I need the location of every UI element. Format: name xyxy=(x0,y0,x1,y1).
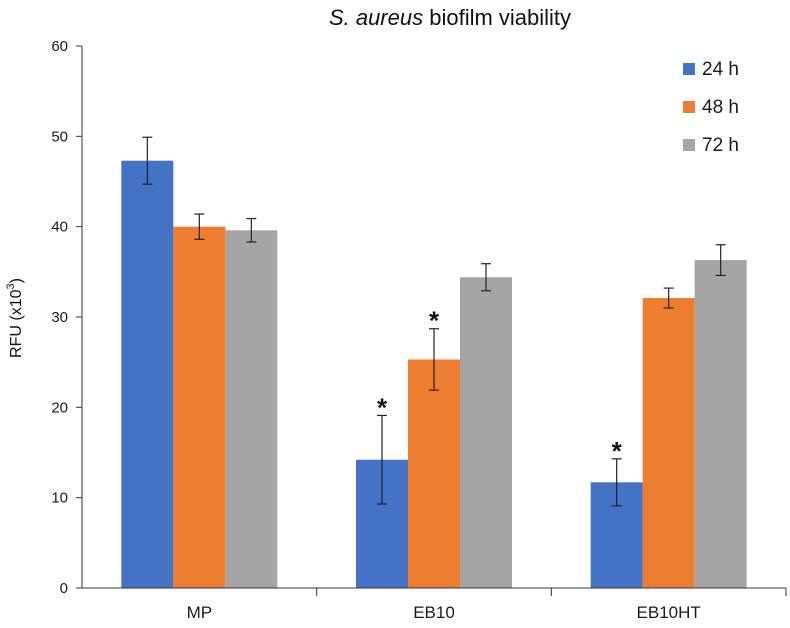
bar-mp-48h xyxy=(173,226,226,588)
legend-swatch xyxy=(683,63,695,75)
y-tick-label: 20 xyxy=(51,399,68,416)
bar-mp-72h xyxy=(225,230,278,588)
bar-eb10ht-72h xyxy=(694,260,747,588)
legend-label: 72 h xyxy=(702,135,739,156)
chart-title: S. aureus biofilm viability xyxy=(329,5,571,30)
significance-marker: * xyxy=(612,436,623,466)
bar-eb10-48h xyxy=(408,359,460,588)
plot-area: * * * 0 10 20 30 40 50 60 MP EB10 EB10HT xyxy=(51,38,787,622)
x-category-label: EB10HT xyxy=(637,603,701,622)
chart-title-italic: S. aureus xyxy=(329,5,423,30)
x-category-label: MP xyxy=(187,603,213,622)
significance-marker: * xyxy=(377,392,388,422)
legend: 24 h 48 h 72 h xyxy=(683,59,739,156)
bar-eb10ht-48h xyxy=(642,298,695,588)
y-axis-label: RFU (x103) xyxy=(5,278,25,358)
y-tick-label: 60 xyxy=(51,38,68,55)
bar-mp-24h xyxy=(121,160,174,588)
y-tick-label: 30 xyxy=(51,309,68,326)
significance-marker: * xyxy=(429,306,440,336)
y-axis-label-superscript: 3 xyxy=(5,283,17,289)
legend-swatch xyxy=(683,101,695,113)
legend-label: 24 h xyxy=(702,59,739,80)
y-tick-label: 50 xyxy=(51,128,68,145)
chart-title-rest: biofilm viability xyxy=(423,5,571,30)
bar-eb10-72h xyxy=(460,277,512,588)
y-axis-label-main: RFU (x10 xyxy=(8,289,25,358)
y-tick-label: 40 xyxy=(51,219,68,236)
y-axis-label-end: ) xyxy=(8,278,25,283)
y-tick-label: 0 xyxy=(60,580,68,597)
y-tick-label: 10 xyxy=(51,490,68,507)
legend-label: 48 h xyxy=(702,97,739,118)
x-category-label: EB10 xyxy=(413,603,455,622)
legend-swatch xyxy=(683,139,695,151)
